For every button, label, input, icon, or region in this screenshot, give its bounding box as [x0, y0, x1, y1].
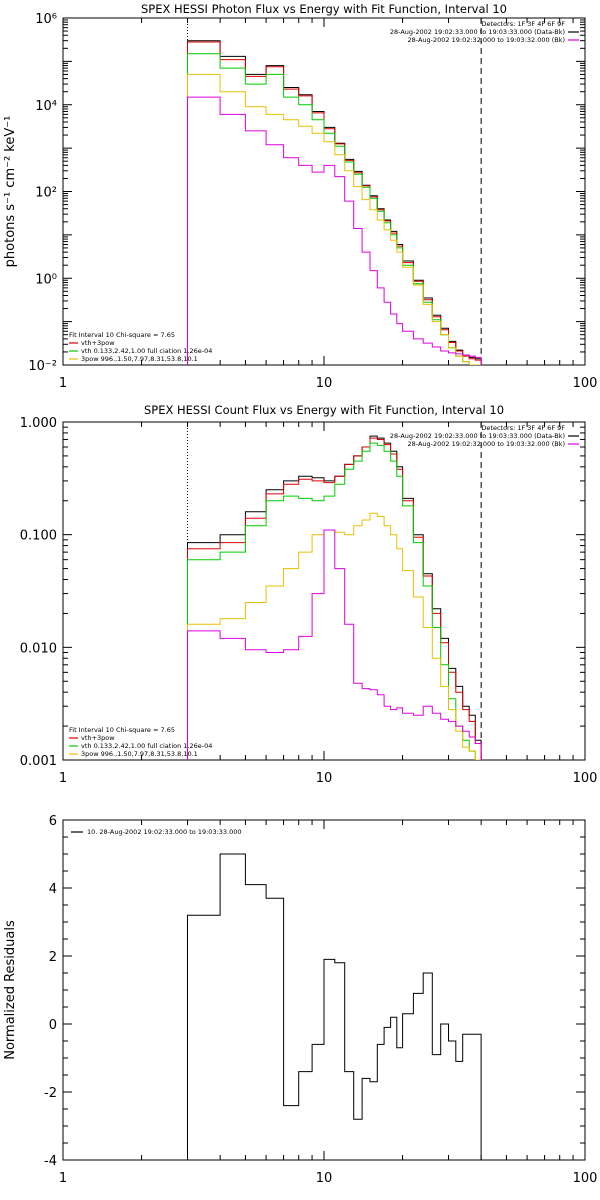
count-flux-panel: SPEX HESSI Count Flux vs Energy with Fit… [20, 403, 598, 786]
legend-bottom-left: Fit Interval 10 Chi-square = 7.65vth+3po… [69, 726, 212, 758]
series-group [187, 853, 482, 1160]
legend-entry: vth 0.133,2.42,1.00 full ciation 1.26e-0… [81, 742, 212, 750]
y-tick-label: 10⁶ [35, 12, 57, 27]
x-tick-label: 100 [573, 771, 598, 786]
series-group [187, 40, 482, 365]
y-axis-label: photons s⁻¹ cm⁻² keV⁻¹ [3, 116, 18, 268]
legend-entry: Fit Interval 10 Chi-square = 7.65 [69, 726, 175, 734]
y-tick-label: 10⁴ [35, 99, 57, 114]
y-tick-label: 10⁻² [28, 359, 57, 374]
x-tick-label: 1 [59, 1171, 67, 1186]
series-group [187, 435, 482, 760]
series-line-3 [187, 73, 482, 365]
legend-entry: vth+3pow [81, 734, 115, 742]
x-tick-label: 100 [573, 376, 598, 391]
x-tick-label: 10 [316, 1171, 333, 1186]
photon-flux-panel: SPEX HESSI Photon Flux vs Energy with Fi… [3, 2, 597, 391]
y-tick-label: 2 [49, 950, 57, 965]
y-tick-label: 6 [49, 814, 57, 829]
legend-entry: 3pow 996.,1.50,7.97,8.31,53.8,10.1 [81, 355, 198, 363]
legend-entry: Fit Interval 10 Chi-square = 7.65 [69, 331, 175, 339]
y-tick-label: 0.100 [20, 529, 57, 544]
y-axis-label: Normalized Residuals [3, 920, 18, 1060]
legend-entry: vth+3pow [81, 339, 115, 347]
y-tick-label: 1.000 [20, 416, 57, 431]
residuals-panel: 1 10 100 -4 -2 0 2 4 6 Normalized Residuals 10. 28… [3, 814, 597, 1186]
legend-top-left: 10. 28-Aug-2002 19:02:33.000 to 19:03:33… [71, 828, 242, 836]
x-tick-label: 100 [573, 1171, 598, 1186]
series-line-0 [187, 853, 482, 1160]
legend-entry: 28-Aug-2002 19:02:32.000 to 19:03:32.000… [408, 440, 565, 448]
series-line-0 [187, 435, 482, 760]
legend-entry: 3pow 996.,1.50,7.97,8.31,53.8,10.1 [81, 750, 198, 758]
legend-entry: Detectors: 1F 3F 4F 6F 9F [481, 424, 565, 432]
legend-entry: 28-Aug-2002 19:02:32.000 to 19:03:32.000… [408, 36, 565, 44]
x-tick-label: 1 [59, 771, 67, 786]
legend-entry: Detectors: 1F 3F 4F 6F 9F [481, 20, 565, 28]
y-tick-label: -4 [44, 1154, 57, 1169]
series-line-4 [187, 529, 482, 760]
series-line-1 [187, 41, 482, 365]
chart-title: SPEX HESSI Photon Flux vs Energy with Fi… [141, 2, 507, 16]
legend-entry: 28-Aug-2002 19:02:33.000 to 19:03:33.000… [390, 432, 565, 440]
y-tick-label: 10⁰ [35, 272, 57, 287]
x-tick-label: 10 [316, 771, 333, 786]
y-tick-label: -2 [44, 1086, 57, 1101]
y-tick-label: 4 [49, 882, 57, 897]
legend-entry: vth 0.133,2.42,1.00 full ciation 1.26e-0… [81, 347, 212, 355]
legend-entry: 28-Aug-2002 19:02:33.000 to 19:03:33.000… [390, 28, 565, 36]
series-line-0 [187, 40, 482, 365]
series-line-2 [187, 442, 482, 760]
y-tick-label: 10² [35, 186, 57, 201]
x-tick-label: 10 [316, 376, 333, 391]
series-line-1 [187, 437, 482, 760]
plot-frame [62, 17, 586, 366]
legend-bottom-left: Fit Interval 10 Chi-square = 7.65vth+3po… [69, 331, 212, 363]
series-line-3 [187, 512, 482, 760]
y-tick-label: 0.001 [20, 754, 57, 769]
x-tick-label: 1 [59, 376, 67, 391]
series-line-4 [187, 96, 482, 365]
legend-entry: 10. 28-Aug-2002 19:02:33.000 to 19:03:33… [87, 828, 242, 836]
y-tick-label: 0.010 [20, 641, 57, 656]
chart-title: SPEX HESSI Count Flux vs Energy with Fit… [144, 403, 504, 417]
series-line-2 [187, 53, 482, 365]
y-tick-label: 0 [49, 1018, 57, 1033]
